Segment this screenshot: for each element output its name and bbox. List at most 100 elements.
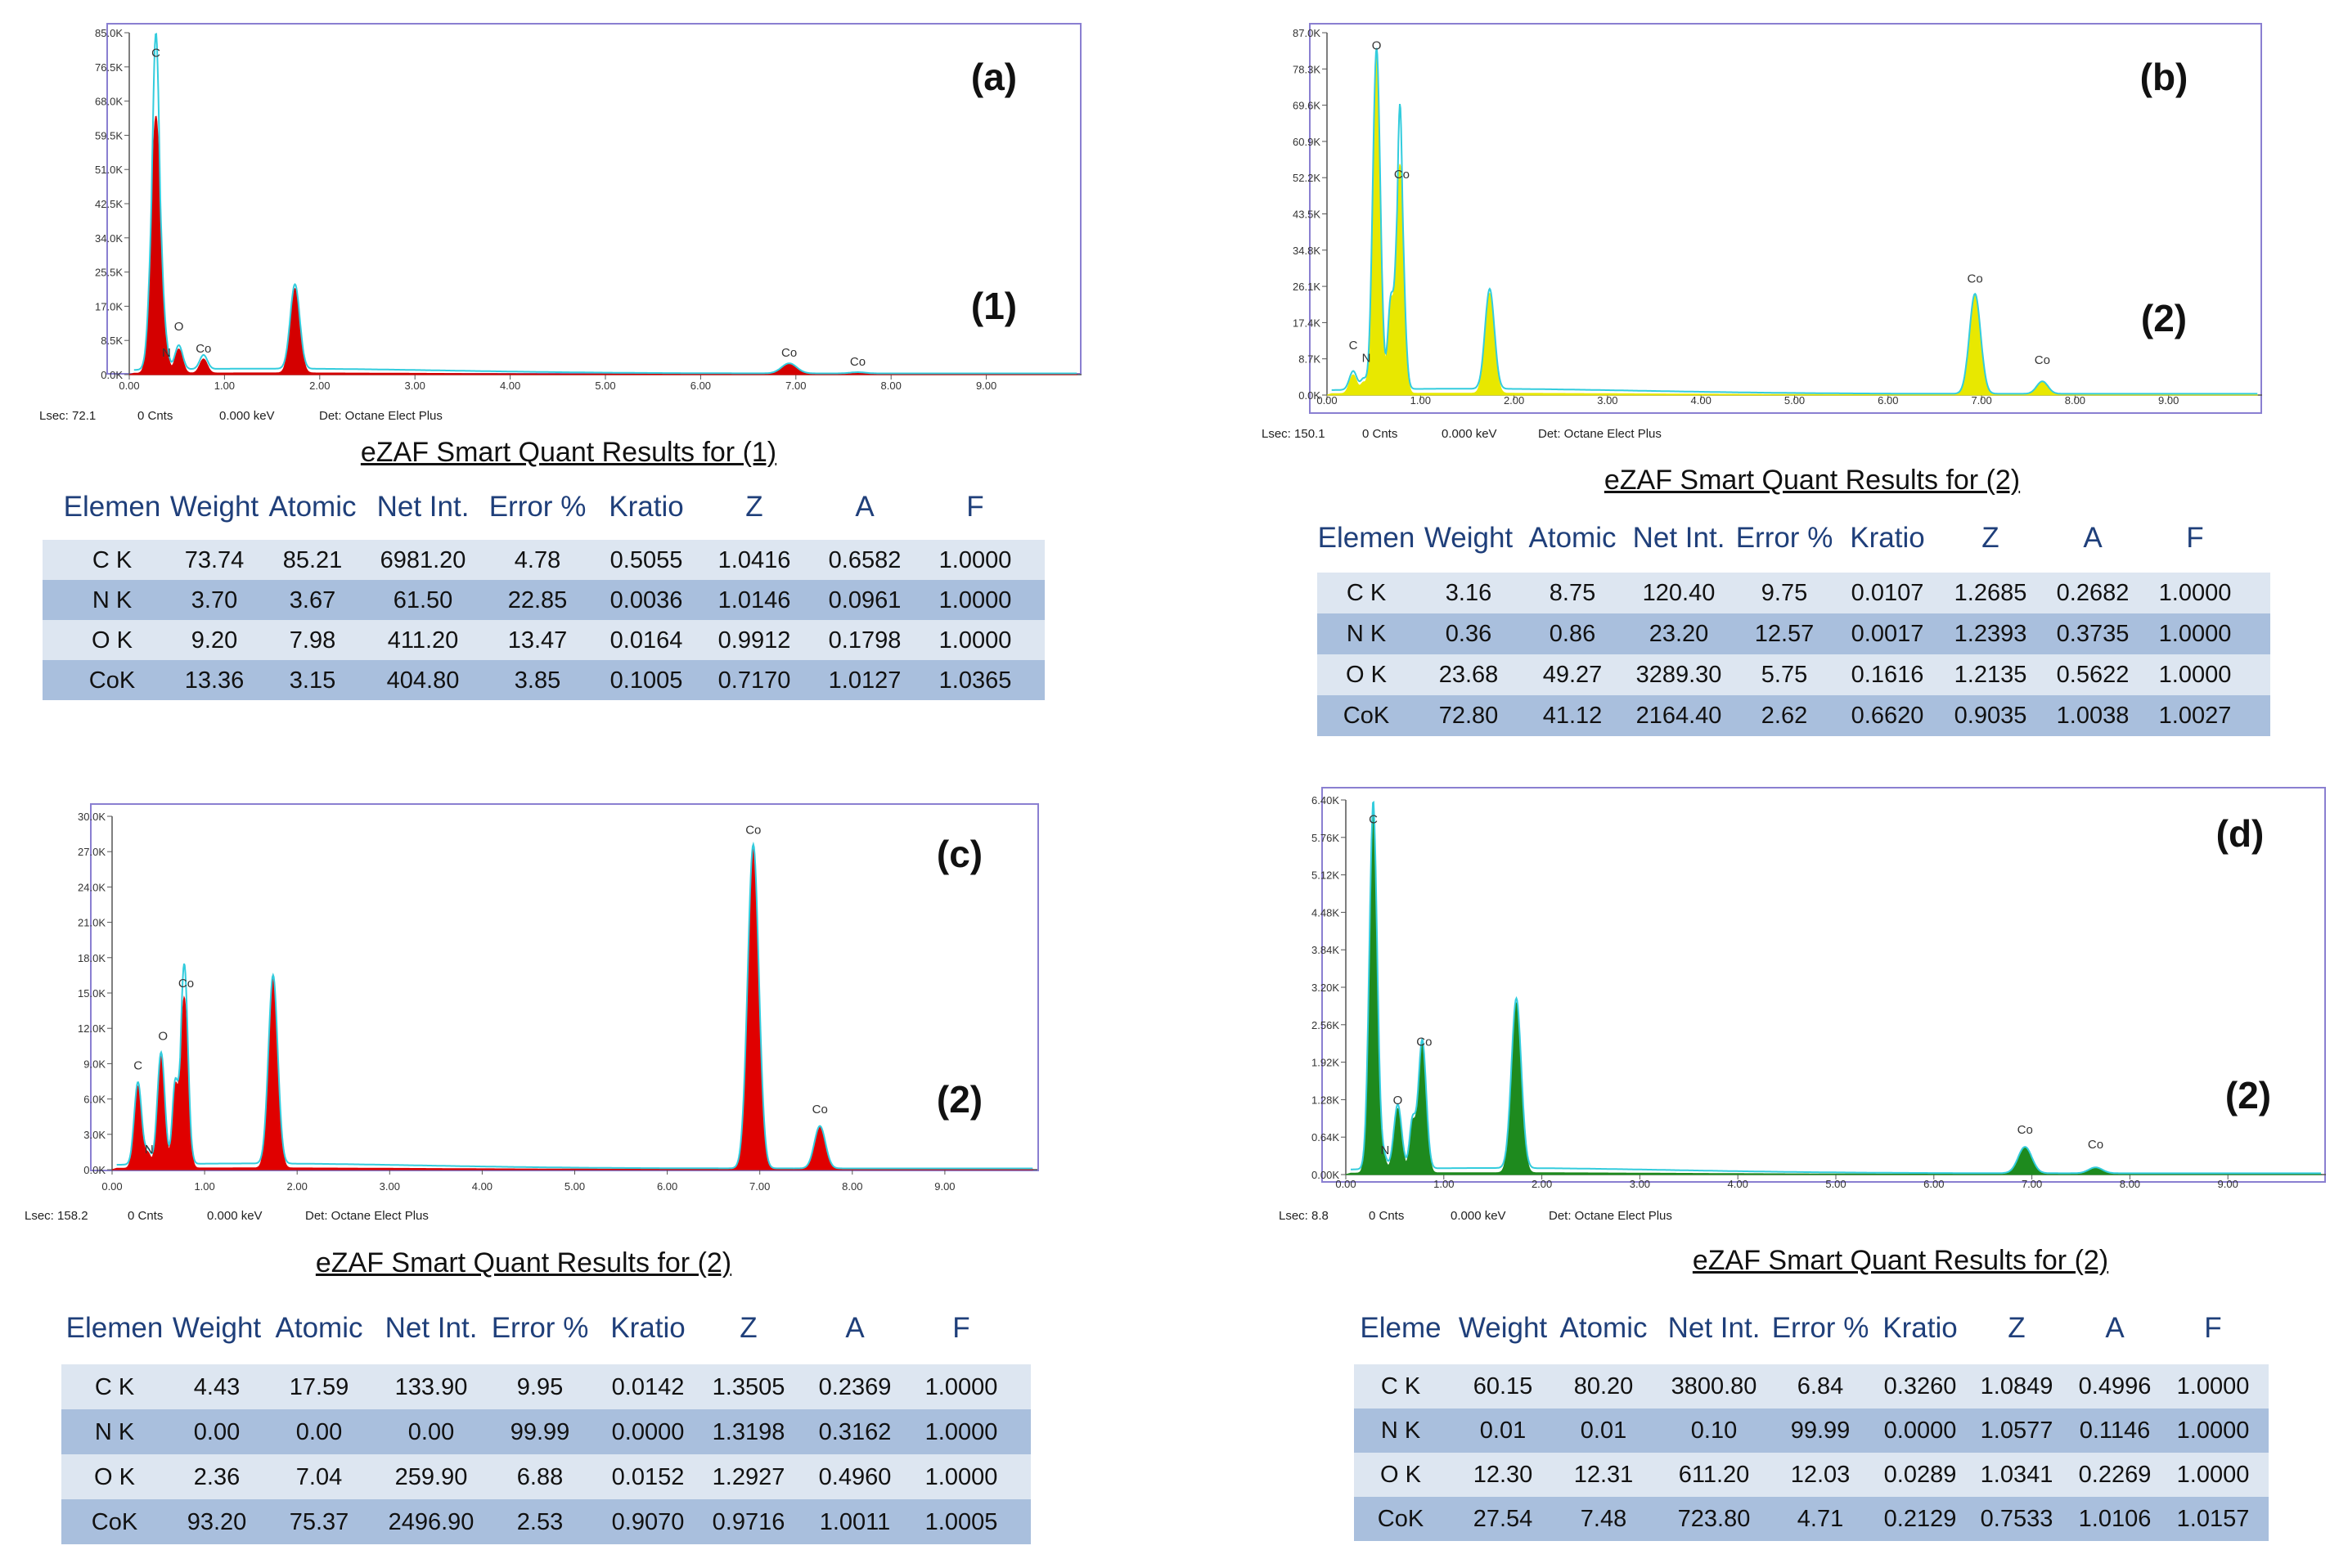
quant-table-a: C K 73.74 85.21 6981.20 4.78 0.5055 1.0416 0.65… <box>43 540 1045 700</box>
table-cell: O K <box>94 1464 135 1490</box>
table-cell: 0.0036 <box>609 587 683 613</box>
table-cell: 93.20 <box>187 1509 247 1535</box>
table-cell: 133.90 <box>394 1374 468 1400</box>
peak-label: N <box>145 1143 154 1157</box>
table-row: O K 12.30 12.31 611.20 12.03 0.0289 1.0341 0.22… <box>1354 1453 2269 1497</box>
x-tick-label: 3.00 <box>380 1180 400 1193</box>
peak-label: Co <box>781 346 797 360</box>
table-cell: 1.0849 <box>1980 1373 2053 1400</box>
table-row: O K 9.20 7.98 411.20 13.47 0.0164 0.9912 0.1798… <box>43 620 1045 660</box>
table-cell: 3.70 <box>191 587 238 613</box>
table-cell: 1.0577 <box>1980 1417 2053 1444</box>
table-cell: 404.80 <box>386 667 460 694</box>
table-cell: 23.20 <box>1649 621 1709 647</box>
y-tick-label: 24.0K <box>78 881 106 893</box>
y-tick-label: 0.0K <box>101 369 123 381</box>
table-cell: 73.74 <box>184 547 245 573</box>
x-tick-label: 1.00 <box>1410 394 1431 407</box>
kev-readout: 0.000 keV <box>219 409 275 423</box>
table-cell: 13.36 <box>184 667 245 694</box>
y-tick-label: 60.9K <box>1293 136 1320 148</box>
quant-table-b: C K 3.16 8.75 120.40 9.75 0.0107 1.2685 0.2682 1… <box>1317 573 2270 736</box>
y-tick-label: 0.00K <box>1311 1169 1339 1181</box>
quant-table-d: C K 60.15 80.20 3800.80 6.84 0.3260 1.0849 0.49… <box>1354 1364 2269 1543</box>
table-cell: 1.0106 <box>2078 1506 2152 1532</box>
results-title-a: eZAF Smart Quant Results for (1) <box>360 437 777 468</box>
table-cell: 22.85 <box>507 587 568 613</box>
table-cell: 0.00 <box>193 1419 241 1445</box>
table-cell: 3.15 <box>289 667 336 694</box>
table-cell: N K <box>92 587 133 613</box>
table-cell: 0.9716 <box>712 1509 785 1535</box>
table-cell: C K <box>94 1374 135 1400</box>
table-cell: 1.2927 <box>712 1464 785 1490</box>
y-tick-label: 6.40K <box>1311 794 1339 806</box>
table-cell: 5.75 <box>1761 662 1808 688</box>
table-cell: 12.30 <box>1473 1462 1533 1488</box>
table-cell: 60.15 <box>1473 1373 1533 1400</box>
peak-label: Co <box>196 342 211 356</box>
column-header: Elemen <box>1317 522 1415 554</box>
column-header: Kratio <box>609 491 684 523</box>
x-tick-label: 5.00 <box>565 1180 585 1193</box>
x-tick-label: 8.00 <box>881 380 902 392</box>
x-tick-label: 8.00 <box>2120 1178 2140 1190</box>
table-cell: 7.04 <box>295 1464 343 1490</box>
x-tick-label: 5.00 <box>1825 1178 1846 1190</box>
table-cell: 411.20 <box>387 627 459 654</box>
y-tick-label: 51.0K <box>95 164 123 176</box>
y-tick-label: 85.0K <box>95 27 123 39</box>
y-tick-label: 0.64K <box>1311 1131 1339 1143</box>
table-row: C K 60.15 80.20 3800.80 6.84 0.3260 1.0849 0.49… <box>1354 1364 2269 1409</box>
table-cell: 1.3198 <box>712 1419 785 1445</box>
table-cell: 0.3735 <box>2056 621 2130 647</box>
kev-readout: 0.000 keV <box>1451 1209 1506 1223</box>
table-cell: 0.2269 <box>2078 1462 2152 1488</box>
x-tick-label: 8.00 <box>842 1180 862 1193</box>
peak-label: Co <box>812 1103 828 1116</box>
lsec-readout: Lsec: 158.2 <box>25 1209 88 1223</box>
table-cell: 0.0961 <box>828 587 902 613</box>
table-cell: 4.78 <box>514 547 561 573</box>
peak-label: C <box>133 1059 142 1073</box>
peak-label: Co <box>745 824 761 838</box>
y-tick-label: 30.0K <box>78 811 106 823</box>
sample-label: (2) <box>2225 1074 2271 1116</box>
table-cell: 611.20 <box>1678 1462 1750 1488</box>
peak-label: C <box>1369 813 1378 827</box>
column-header: Error % <box>491 1312 589 1344</box>
y-tick-label: 5.76K <box>1311 832 1339 844</box>
y-tick-label: 4.48K <box>1311 906 1339 919</box>
y-tick-label: 34.0K <box>95 232 123 245</box>
x-tick-label: 1.00 <box>194 1180 214 1193</box>
spectrum-envelope-line <box>1331 47 2258 395</box>
table-cell: 1.0000 <box>2176 1373 2250 1400</box>
peak-label: O <box>1372 38 1382 52</box>
table-cell: 1.0027 <box>2158 703 2232 729</box>
table-cell: 3.67 <box>289 587 336 613</box>
table-cell: 0.10 <box>1690 1417 1738 1444</box>
y-tick-label: 5.12K <box>1311 869 1339 882</box>
table-cell: N K <box>1346 621 1387 647</box>
spectrum-envelope-line <box>116 841 1033 1170</box>
table-cell: 0.5622 <box>2056 662 2130 688</box>
x-tick-label: 9.00 <box>2158 394 2179 407</box>
table-row: CoK 72.80 41.12 2164.40 2.62 0.6620 0.9035 1.00… <box>1317 695 2270 736</box>
table-cell: 0.6620 <box>1851 703 1924 729</box>
x-tick-label: 2.00 <box>1504 394 1524 407</box>
table-cell: 1.0146 <box>717 587 791 613</box>
table-cell: 0.1798 <box>828 627 902 654</box>
x-tick-label: 9.00 <box>934 1180 955 1193</box>
detector-readout: Det: Octane Elect Plus <box>319 409 443 423</box>
table-cell: 0.9070 <box>611 1509 685 1535</box>
table-cell: 1.0000 <box>2176 1462 2250 1488</box>
panel-label: (a) <box>971 56 1017 98</box>
lsec-readout: Lsec: 8.8 <box>1279 1209 1329 1223</box>
x-tick-label: 4.00 <box>500 380 520 392</box>
table-row: C K 3.16 8.75 120.40 9.75 0.0107 1.2685 0.2682 1… <box>1317 573 2270 613</box>
table-cell: 1.0416 <box>717 547 791 573</box>
counts-readout: 0 Cnts <box>137 409 173 423</box>
y-tick-label: 59.5K <box>95 129 123 142</box>
table-cell: 7.48 <box>1580 1506 1627 1532</box>
